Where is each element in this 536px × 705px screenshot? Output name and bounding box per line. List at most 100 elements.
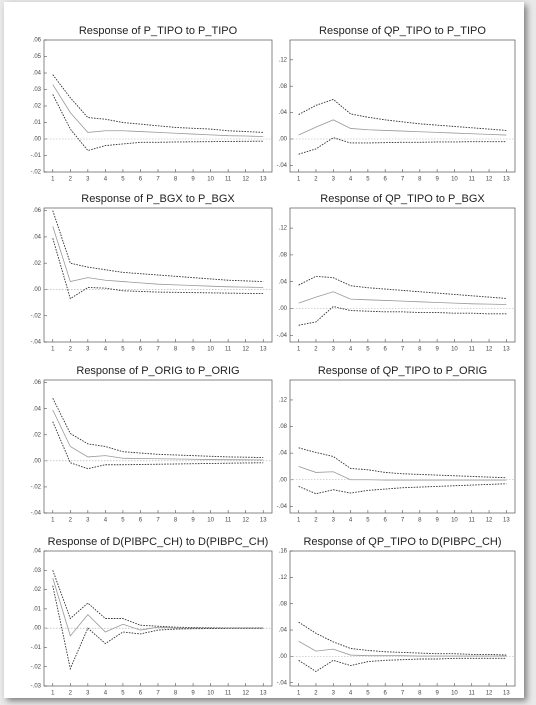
y-tick-label: .02	[33, 432, 42, 438]
x-tick-label: 13	[260, 347, 267, 353]
y-tick-label: .12	[279, 398, 288, 404]
x-tick-label: 13	[260, 177, 267, 183]
x-tick-label: 7	[401, 347, 405, 353]
x-tick-label: 2	[69, 347, 73, 353]
response-line	[52, 421, 264, 470]
x-tick-label: 5	[366, 347, 370, 353]
x-tick-label: 3	[86, 347, 90, 353]
y-tick-label: -.04	[31, 511, 42, 517]
y-tick-label: .06	[33, 38, 42, 44]
x-tick-label: 13	[260, 691, 267, 697]
response-line	[52, 238, 264, 300]
x-tick-label: 11	[225, 347, 232, 353]
x-tick-label: 2	[314, 177, 318, 183]
x-tick-label: 13	[503, 518, 510, 524]
y-tick-label: -.02	[31, 664, 42, 670]
x-tick-label: 1	[297, 347, 301, 353]
y-tick-label: .04	[279, 279, 288, 285]
x-tick-label: 9	[435, 347, 439, 353]
x-tick-label: 7	[401, 177, 405, 183]
x-tick-label: 9	[191, 347, 195, 353]
x-tick-label: 1	[51, 691, 55, 697]
x-tick-label: 10	[207, 518, 214, 524]
y-tick-label: .08	[279, 84, 288, 90]
x-tick-label: 6	[384, 691, 388, 697]
response-line	[298, 483, 507, 495]
x-tick-label: 9	[191, 691, 195, 697]
x-tick-label: 6	[139, 691, 143, 697]
x-tick-label: 3	[86, 691, 90, 697]
response-line	[52, 94, 264, 152]
x-tick-label: 5	[121, 347, 125, 353]
x-tick-label: 3	[332, 177, 336, 183]
y-tick-label: .04	[279, 110, 288, 116]
y-tick-label: -.04	[277, 504, 288, 510]
y-tick-label: .08	[279, 424, 288, 430]
x-tick-label: 10	[451, 177, 458, 183]
x-tick-label: 10	[207, 347, 214, 353]
response-line	[298, 621, 507, 656]
x-tick-label: 8	[418, 518, 422, 524]
response-line	[52, 84, 264, 137]
y-tick-label: .00	[33, 137, 42, 143]
x-tick-label: 7	[156, 691, 160, 697]
x-tick-label: 6	[384, 347, 388, 353]
x-tick-label: 12	[242, 518, 249, 524]
x-tick-label: 11	[469, 347, 476, 353]
x-tick-label: 12	[486, 347, 493, 353]
x-tick-label: 2	[69, 518, 73, 524]
x-tick-label: 12	[486, 518, 493, 524]
y-tick-label: .00	[279, 137, 288, 143]
y-tick-label: .04	[33, 234, 42, 240]
x-tick-label: 12	[242, 347, 249, 353]
x-tick-label: 7	[401, 518, 405, 524]
x-tick-label: 6	[139, 518, 143, 524]
y-tick-label: .04	[279, 451, 288, 457]
response-line	[52, 585, 264, 671]
response-line	[52, 226, 264, 288]
x-tick-label: 2	[314, 347, 318, 353]
x-tick-label: 6	[139, 177, 143, 183]
y-tick-label: -.04	[31, 340, 42, 346]
x-tick-label: 4	[349, 347, 353, 353]
x-tick-label: 4	[349, 518, 353, 524]
chart-title: Response of P_ORIG to P_ORIG	[76, 365, 239, 377]
y-tick-label: .08	[279, 601, 288, 607]
x-tick-label: 1	[51, 518, 55, 524]
x-tick-label: 7	[156, 177, 160, 183]
x-tick-label: 12	[242, 177, 249, 183]
x-tick-label: 3	[332, 691, 336, 697]
x-tick-label: 10	[207, 177, 214, 183]
y-tick-label: -.04	[277, 163, 288, 169]
x-tick-label: 11	[225, 518, 232, 524]
x-tick-label: 8	[418, 177, 422, 183]
x-tick-label: 9	[435, 691, 439, 697]
x-tick-label: 6	[139, 347, 143, 353]
x-tick-label: 3	[332, 347, 336, 353]
x-tick-label: 11	[469, 691, 476, 697]
x-tick-label: 13	[503, 347, 510, 353]
sheet	[4, 2, 524, 698]
chart-title: Response of P_TIPO to P_TIPO	[79, 25, 238, 37]
y-tick-label: .12	[279, 57, 288, 63]
y-tick-label: .00	[279, 654, 288, 660]
x-tick-label: 13	[503, 691, 510, 697]
y-tick-label: .04	[33, 71, 42, 77]
x-tick-label: 2	[314, 691, 318, 697]
x-tick-label: 8	[174, 347, 178, 353]
x-tick-label: 9	[435, 177, 439, 183]
x-tick-label: 6	[384, 177, 388, 183]
response-line	[298, 447, 507, 479]
y-tick-label: .03	[33, 87, 42, 93]
y-tick-label: .00	[33, 626, 42, 632]
y-tick-label: -.02	[31, 313, 42, 319]
y-tick-label: .04	[33, 549, 42, 555]
y-tick-label: -.01	[31, 153, 42, 159]
x-tick-label: 4	[104, 691, 108, 697]
y-tick-label: .06	[33, 380, 42, 386]
y-tick-label: .03	[33, 568, 42, 574]
response-line	[298, 275, 507, 299]
x-tick-label: 8	[174, 518, 178, 524]
